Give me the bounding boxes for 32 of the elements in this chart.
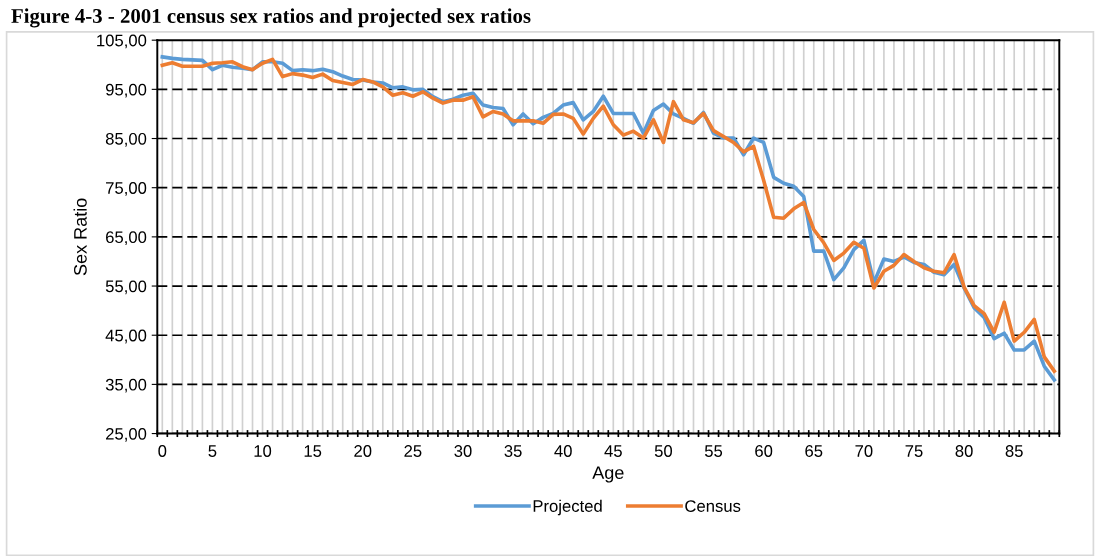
x-tick-label: 55 xyxy=(704,445,723,457)
x-tick-label: 85 xyxy=(1005,445,1023,457)
y-tick-label: 55,00 xyxy=(105,280,147,295)
y-tick-label: 75,00 xyxy=(106,182,147,196)
x-tick-label: 5 xyxy=(208,445,217,457)
x-tick-label: 45 xyxy=(604,445,622,457)
x-tick-label: 75 xyxy=(905,445,923,457)
chart-title: Figure 4-3 - 2001 census sex ratios and projected sex ratios xyxy=(11,8,531,28)
legend-label: Census xyxy=(685,500,741,512)
x-tick-label: 25 xyxy=(404,445,422,457)
x-tick-label: 10 xyxy=(254,445,272,457)
x-tick-label: 60 xyxy=(755,445,773,457)
y-tick-label: 105,00 xyxy=(97,34,147,49)
x-tick-label: 0 xyxy=(158,445,167,457)
legend-label: Projected xyxy=(533,499,602,516)
x-tick-label: 50 xyxy=(654,445,673,457)
y-axis-title: Sex Ratio xyxy=(73,198,87,276)
x-axis-title: Age xyxy=(592,466,624,483)
x-tick-label: 65 xyxy=(805,445,823,457)
x-tick-label: 15 xyxy=(304,445,322,457)
y-tick-label: 85,00 xyxy=(105,132,147,147)
y-tick-label: 45,00 xyxy=(105,329,147,344)
y-tick-label: 65,00 xyxy=(106,231,147,246)
y-tick-label: 25,00 xyxy=(106,427,147,442)
y-tick-label: 35,00 xyxy=(105,378,147,393)
x-tick-label: 40 xyxy=(554,445,572,457)
x-tick-label: 35 xyxy=(504,445,522,457)
x-tick-label: 30 xyxy=(454,445,472,457)
x-tick-label: 80 xyxy=(955,445,973,457)
x-tick-label: 20 xyxy=(354,445,372,457)
y-tick-label: 95,00 xyxy=(105,83,147,98)
x-tick-label: 70 xyxy=(855,445,873,457)
